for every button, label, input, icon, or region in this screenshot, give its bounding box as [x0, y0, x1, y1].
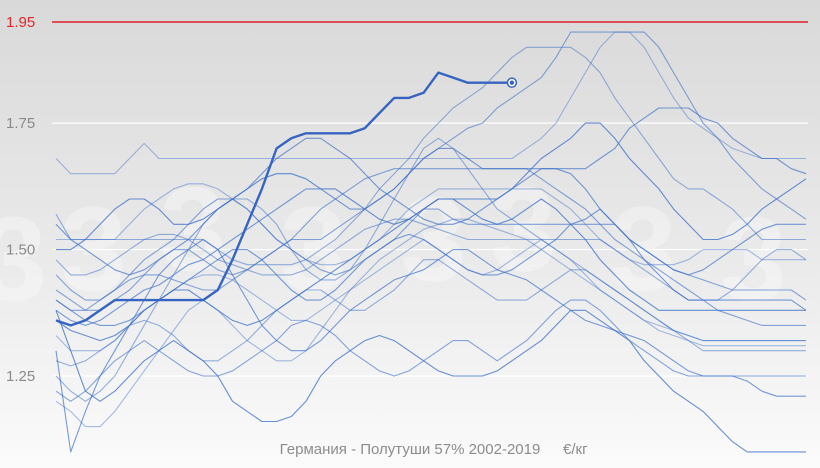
series-line — [55, 259, 806, 367]
series-line — [55, 238, 806, 453]
series-line — [55, 218, 806, 428]
watermark-glyph: 3 — [0, 192, 47, 326]
watermark-glyph: 3 — [400, 172, 467, 306]
series-line — [55, 31, 806, 175]
unit-label: €/кг — [563, 441, 588, 458]
series-line-current — [55, 71, 512, 327]
watermark-glyph: 3 — [720, 192, 787, 326]
series-line — [55, 46, 806, 266]
series-line — [55, 198, 806, 342]
grid-layer: 1.25 1.50 1.75 — [6, 115, 808, 385]
marker-layer — [506, 77, 518, 88]
series-line — [55, 309, 806, 453]
watermark-glyph: 3 — [160, 162, 227, 296]
y-tick-label: 1.25 — [6, 368, 35, 385]
series-line — [55, 137, 806, 402]
y-tick-label: 1.75 — [6, 115, 35, 132]
series-line — [55, 107, 807, 326]
reference-layer: 1.95 — [6, 14, 808, 31]
series-line — [55, 168, 806, 326]
series-line — [55, 137, 806, 276]
series-line — [55, 299, 806, 402]
series-layer — [55, 31, 807, 453]
y-tick-label: 1.50 — [6, 242, 35, 259]
reference-line-label: 1.95 — [6, 14, 35, 31]
chart-title: Германия - Полутуши 57% 2002-2019 — [280, 441, 541, 458]
series-line — [55, 208, 807, 326]
series-line — [56, 183, 806, 266]
current-point-dot — [509, 80, 515, 85]
